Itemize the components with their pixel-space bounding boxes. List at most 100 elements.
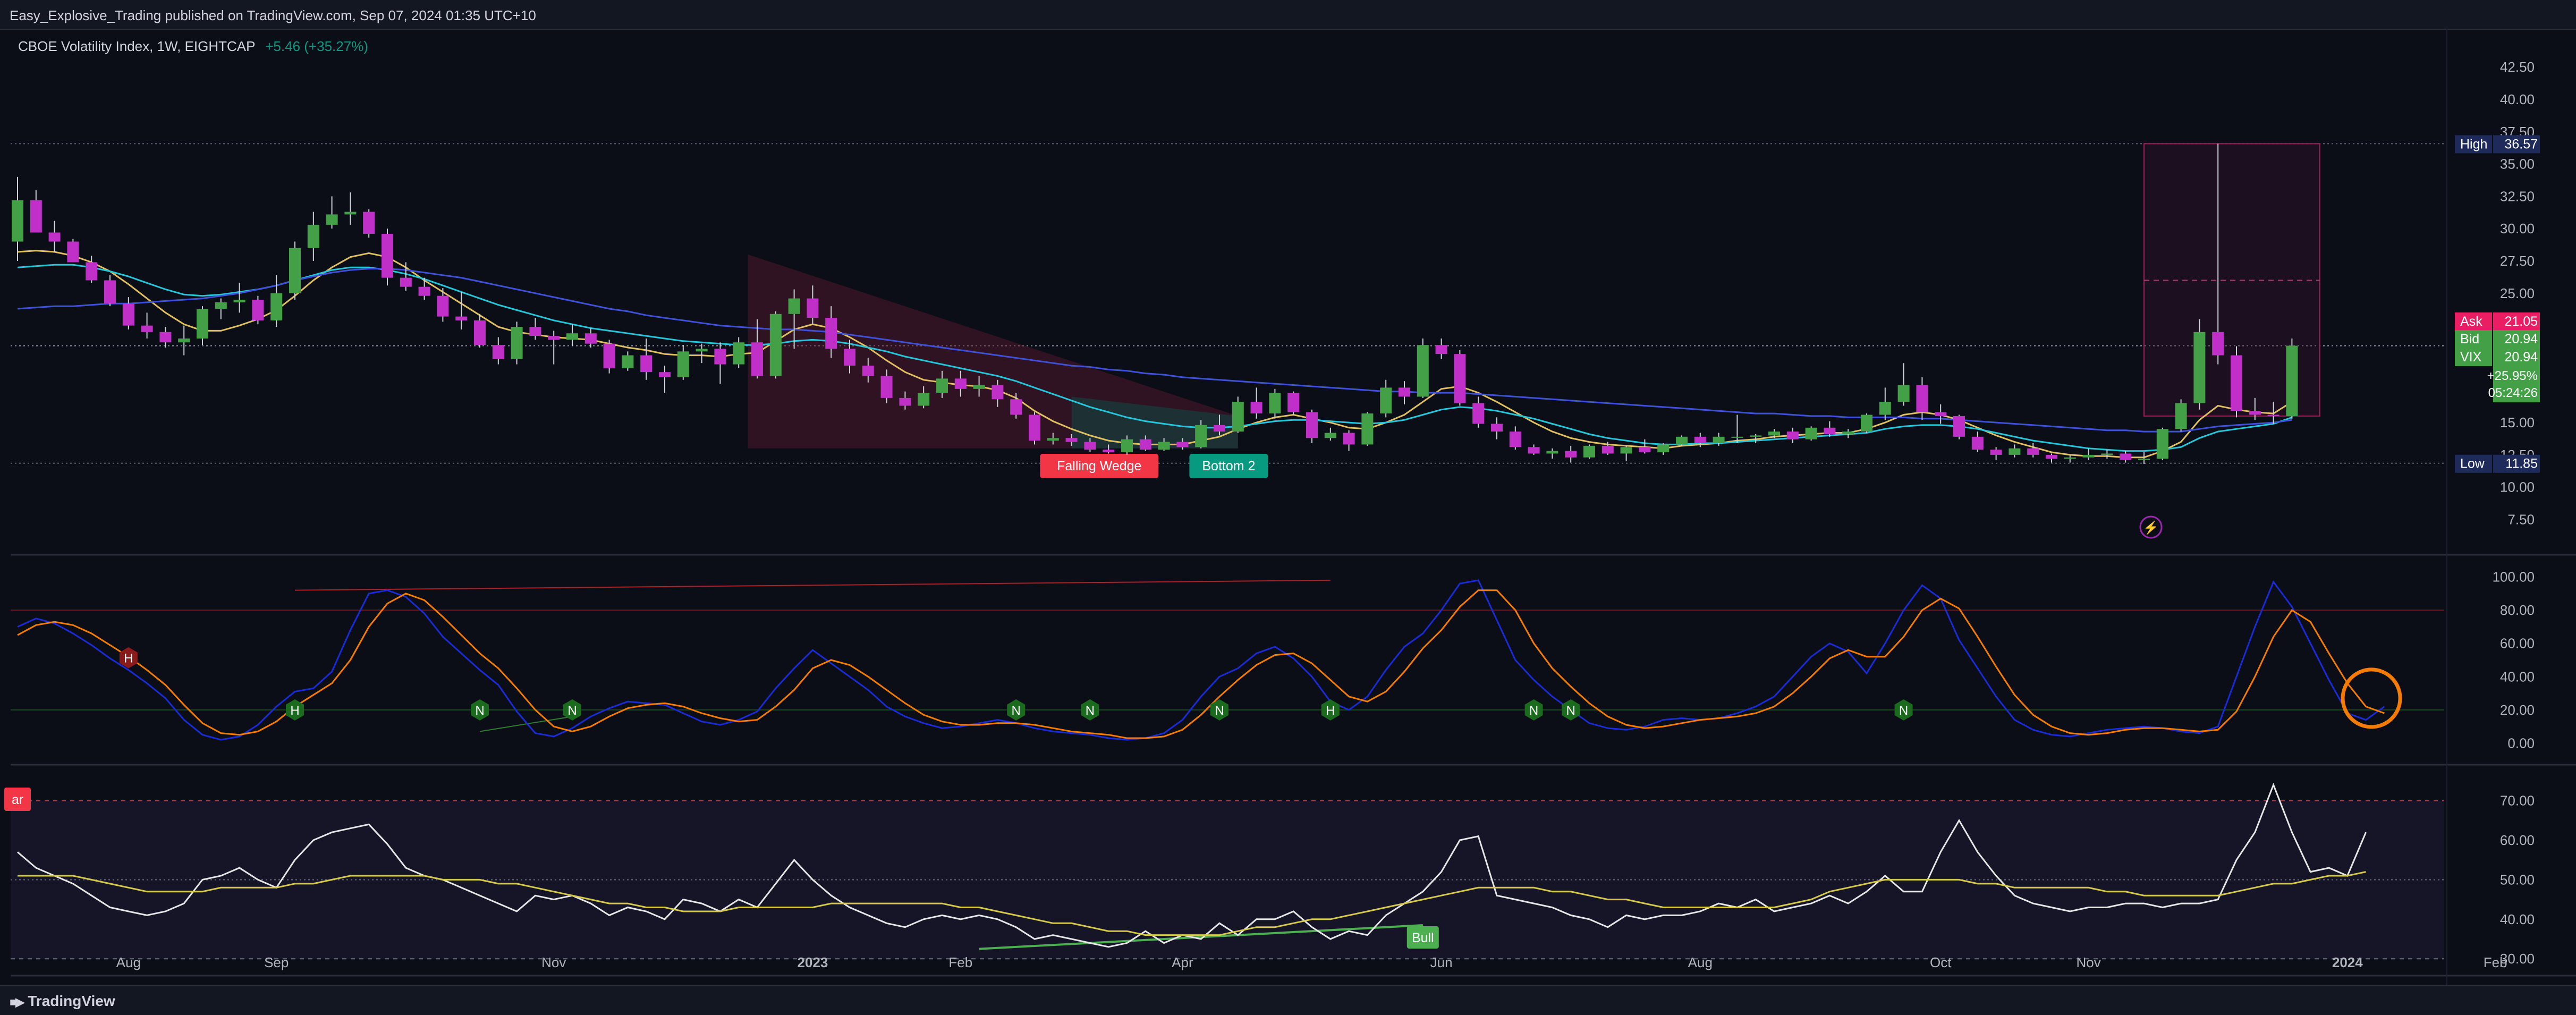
- candle-body: [2231, 355, 2242, 411]
- stoch-signal-label: N: [1215, 704, 1224, 718]
- candle-body: [1842, 432, 1854, 434]
- time-tick-label: 2024: [2332, 954, 2363, 970]
- candle-body: [1010, 399, 1022, 415]
- candle-body: [2046, 454, 2057, 459]
- candle-body: [1971, 436, 1984, 450]
- highlight-circle: [2341, 667, 2402, 729]
- tradingview-logo[interactable]: ■▶ TradingView: [10, 993, 115, 1010]
- candle-body: [954, 378, 967, 389]
- price-tag-countdown: 05:24:26: [2488, 386, 2538, 400]
- candle-body: [67, 241, 79, 263]
- stoch-tick-label: 100.00: [2492, 569, 2535, 585]
- pattern-annotation-badge: [1040, 454, 1159, 478]
- candle-body: [973, 385, 985, 389]
- time-tick-label: Oct: [1930, 954, 1952, 970]
- candle-body: [418, 286, 430, 296]
- candle-body: [1306, 412, 1318, 438]
- bearish-divergence-line: [294, 579, 1331, 591]
- stoch-signal-label: N: [1012, 704, 1021, 718]
- stoch-signal-label: N: [1566, 704, 1575, 718]
- candle-body: [289, 248, 301, 293]
- stoch-signal-marker: [1524, 699, 1543, 721]
- price-tick-label: 35.00: [2500, 156, 2535, 172]
- candle-body: [1694, 436, 1706, 443]
- price-tag-name: VIX: [2460, 350, 2482, 365]
- candle-body: [2101, 453, 2113, 455]
- candle-body: [233, 300, 245, 302]
- candle-body: [1287, 393, 1300, 412]
- moving-averages: [17, 250, 2293, 459]
- stoch-signal-marker: [1081, 699, 1099, 721]
- candle-body: [1176, 442, 1189, 447]
- candle-body: [1380, 387, 1392, 414]
- stoch-signal-marker: [1210, 699, 1228, 721]
- candle-body: [2138, 459, 2150, 460]
- candle-body: [1916, 385, 1928, 412]
- price-tag-value-bg: [2493, 348, 2540, 366]
- candle-body: [178, 338, 190, 343]
- candle-body: [1731, 436, 1743, 438]
- moving-average-line: [17, 250, 2293, 459]
- candle-body: [844, 349, 855, 366]
- price-tag-extra-bg: [2493, 366, 2540, 402]
- candle-body: [1565, 451, 1577, 458]
- pattern-annotation-label: Bottom 2: [1202, 459, 1255, 473]
- price-tick-label: 7.50: [2507, 512, 2535, 528]
- stoch-line: [17, 589, 2385, 739]
- candle-body: [2009, 448, 2021, 455]
- candle-body: [1861, 415, 1872, 432]
- candle-body: [474, 320, 486, 345]
- price-tag-value: 36.57: [2504, 137, 2538, 151]
- candle-body: [1214, 425, 1225, 432]
- stoch-tick-label: 40.00: [2500, 669, 2535, 684]
- candle-body: [2064, 457, 2076, 459]
- tv-logo-icon: ■▶: [10, 995, 24, 1009]
- candle-body: [677, 351, 689, 377]
- candle-body: [696, 349, 708, 352]
- price-tag-name: High: [2460, 137, 2487, 151]
- price-tag-name-bg: [2455, 312, 2492, 331]
- publisher-text: Easy_Explosive_Trading published on Trad…: [10, 7, 536, 23]
- candle-body: [1953, 416, 1965, 437]
- candle-body: [1639, 447, 1651, 453]
- rsi-tick-label: 50.00: [2500, 872, 2535, 887]
- stoch-tick-label: 60.00: [2500, 636, 2535, 652]
- stoch-signal-label: N: [1529, 704, 1538, 718]
- candle-body: [437, 295, 449, 317]
- bullish-divergence-line: [479, 716, 573, 732]
- candle-body: [659, 372, 671, 377]
- candle-body: [1454, 354, 1466, 403]
- time-tick-label: Feb: [948, 954, 972, 970]
- candle-body: [1786, 432, 1799, 439]
- candle-body: [1399, 387, 1410, 397]
- candle-body: [30, 200, 42, 233]
- candle-body: [1158, 442, 1170, 450]
- candle-body: [548, 336, 560, 340]
- candle-body: [1103, 450, 1115, 453]
- rsi-line: [17, 782, 2367, 948]
- price-tag-name: Bid: [2460, 332, 2479, 346]
- rsi-tick-label: 40.00: [2500, 911, 2535, 927]
- candle-body: [2249, 411, 2261, 415]
- candle-body: [1417, 345, 1429, 397]
- time-tick-label: Aug: [1688, 954, 1713, 970]
- candle-body: [1528, 447, 1540, 454]
- stoch-signal-label: N: [1899, 704, 1908, 718]
- candle-body: [159, 332, 172, 343]
- candle-body: [1546, 451, 1558, 454]
- price-tick-label: 40.00: [2500, 91, 2535, 107]
- candle-body: [918, 393, 930, 406]
- candle-body: [714, 349, 726, 365]
- stoch-signal-marker: [1562, 699, 1580, 721]
- stochastic-pane: H H N N N N N H N N N: [11, 579, 2444, 741]
- candle-body: [1232, 402, 1244, 432]
- price-tag-change: +25.95%: [2487, 369, 2538, 383]
- price-tag-name-bg: [2455, 330, 2492, 348]
- symbol-legend: CBOE Volatility Index, 1W, EIGHTCAP +5.4…: [18, 38, 368, 55]
- chart-canvas[interactable]: Falling Wedge Bottom 2 ⚡ H H N N N N N H N N N Bull a…: [0, 29, 2576, 985]
- candle-body: [215, 302, 227, 309]
- price-tag-name: Ask: [2460, 314, 2482, 329]
- bear-label: ar: [12, 792, 23, 807]
- stoch-signal-label: H: [1326, 704, 1335, 718]
- footer: ■▶ TradingView: [0, 985, 2576, 1015]
